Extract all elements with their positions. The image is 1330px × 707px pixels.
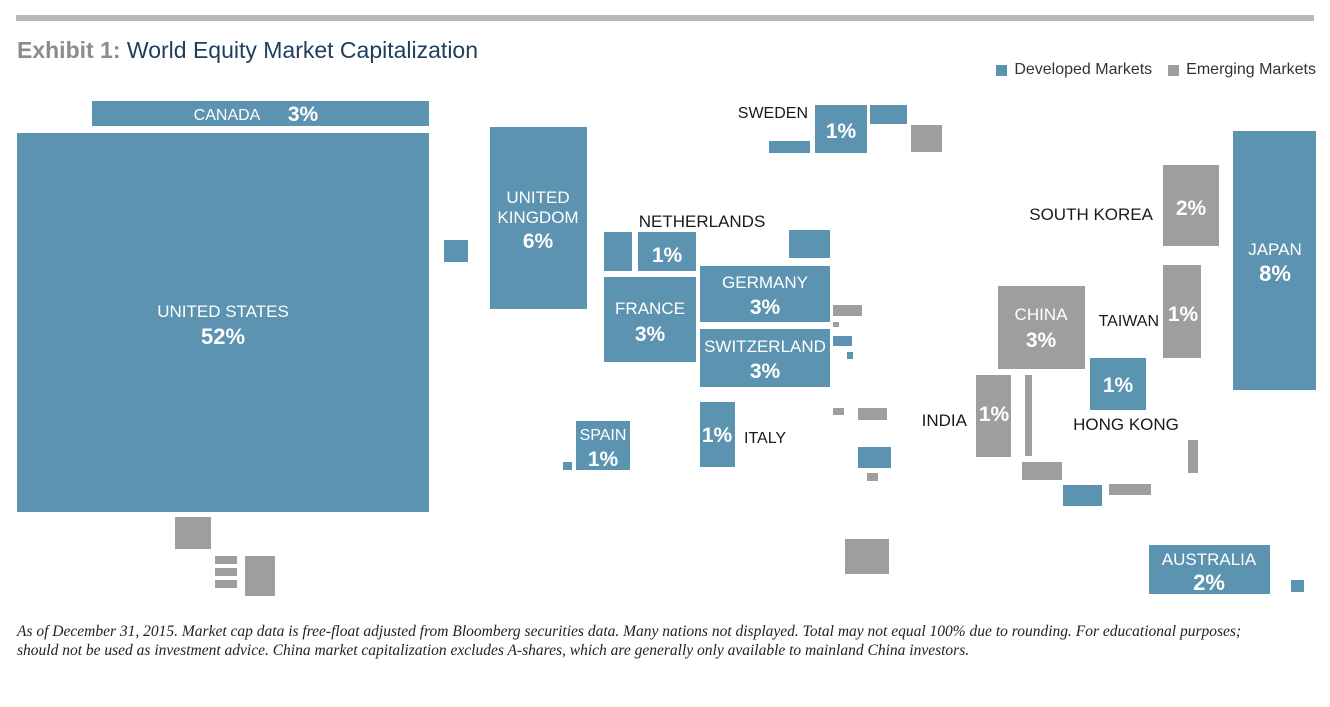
country-value-taiwan: 1% [1168, 303, 1199, 326]
country-name-united-states: UNITED STATES [157, 302, 289, 321]
other-market-block [769, 141, 810, 153]
other-market-block [563, 462, 572, 470]
country-value-hong-kong: 1% [1103, 374, 1134, 397]
country-block-switzerland [700, 329, 830, 387]
country-block-spain [576, 421, 630, 470]
country-block-australia [1149, 545, 1270, 594]
title-main: World Equity Market Capitalization [126, 37, 479, 63]
other-market-block [1063, 485, 1102, 506]
other-market-block [1025, 375, 1032, 456]
legend-label-developed: Developed Markets [1014, 61, 1153, 78]
footnote: As of December 31, 2015. Market cap data… [17, 623, 1242, 659]
other-market-block [858, 447, 891, 468]
country-value-france: 3% [635, 323, 666, 346]
country-block-india [976, 375, 1011, 457]
other-market-block [215, 556, 237, 564]
country-value-canada: 3% [288, 103, 319, 126]
other-market-block [1109, 484, 1151, 495]
country-value-south-korea: 2% [1176, 197, 1207, 220]
other-market-block [845, 539, 889, 574]
other-market-block [604, 232, 632, 271]
top-rule [16, 15, 1314, 21]
country-value-australia: 2% [1193, 570, 1225, 595]
country-name-sweden: SWEDEN [738, 105, 808, 122]
country-name-switzerland: SWITZERLAND [704, 337, 826, 356]
other-market-block [833, 408, 844, 415]
other-market-block [867, 473, 878, 481]
other-market-block [789, 230, 830, 258]
country-block-china [998, 286, 1085, 369]
country-value-switzerland: 3% [750, 360, 781, 383]
title-prefix: Exhibit 1: [17, 37, 121, 63]
country-block-united-states [17, 133, 429, 512]
legend-swatch-emerging [1168, 64, 1180, 76]
other-market-block [215, 580, 237, 588]
country-name-japan: JAPAN [1248, 240, 1302, 259]
other-market-block [870, 105, 907, 124]
country-block-netherlands [638, 232, 696, 271]
country-block-taiwan [1163, 265, 1201, 358]
other-market-block [245, 556, 275, 596]
country-block-united-kingdom [490, 127, 587, 309]
country-name-netherlands: NETHERLANDS [639, 212, 766, 231]
legend-item-emerging: Emerging Markets [1168, 61, 1316, 79]
country-block-sweden [815, 105, 867, 153]
country-block-france [604, 277, 696, 362]
other-market-block [215, 568, 237, 576]
other-market-block [833, 336, 852, 346]
chart-title: Exhibit 1: World Equity Market Capitaliz… [17, 37, 478, 64]
country-value-germany: 3% [750, 296, 781, 319]
other-market-block [1291, 580, 1304, 592]
country-name-australia: AUSTRALIA [1162, 550, 1257, 569]
country-value-china: 3% [1026, 329, 1057, 352]
country-name-south-korea: SOUTH KOREA [1029, 205, 1153, 224]
other-market-block [833, 322, 839, 327]
country-block-canada [92, 101, 429, 126]
other-market-block [858, 408, 887, 420]
legend-label-emerging: Emerging Markets [1186, 61, 1316, 78]
country-value-italy: 1% [702, 424, 733, 447]
country-name-canada: CANADA [194, 107, 261, 124]
country-value-sweden: 1% [826, 120, 857, 143]
other-market-block [833, 305, 862, 316]
legend: Developed Markets Emerging Markets [980, 61, 1316, 79]
country-name-france: FRANCE [615, 299, 685, 318]
country-block-south-korea [1163, 165, 1219, 246]
country-name-spain: SPAIN [580, 427, 627, 444]
other-market-block [444, 240, 468, 262]
country-value-india: 1% [979, 403, 1010, 426]
legend-swatch-developed [996, 64, 1008, 76]
country-name-germany: GERMANY [722, 273, 808, 292]
country-value-united-states: 52% [201, 324, 245, 349]
country-name-italy: ITALY [744, 430, 786, 447]
country-name-hong-kong: HONG KONG [1073, 415, 1179, 434]
country-block-italy [700, 402, 735, 467]
country-name-united-kingdom-line2: KINGDOM [497, 208, 578, 227]
other-market-block [1188, 440, 1198, 473]
country-value-united-kingdom: 6% [523, 230, 554, 253]
country-block-germany [700, 266, 830, 322]
country-block-japan [1233, 131, 1316, 390]
country-name-taiwan: TAIWAN [1099, 313, 1159, 330]
country-value-japan: 8% [1259, 261, 1291, 286]
country-name-china: CHINA [1015, 305, 1069, 324]
other-market-block [911, 125, 942, 152]
legend-item-developed: Developed Markets [996, 61, 1152, 79]
country-name-united-kingdom-line1: UNITED [506, 188, 569, 207]
country-value-spain: 1% [588, 448, 619, 471]
country-name-india: INDIA [922, 411, 968, 430]
other-market-block [175, 517, 211, 549]
other-market-block [1022, 462, 1062, 480]
country-block-hong-kong [1090, 358, 1146, 410]
country-value-netherlands: 1% [652, 244, 683, 267]
other-market-block [847, 352, 853, 359]
